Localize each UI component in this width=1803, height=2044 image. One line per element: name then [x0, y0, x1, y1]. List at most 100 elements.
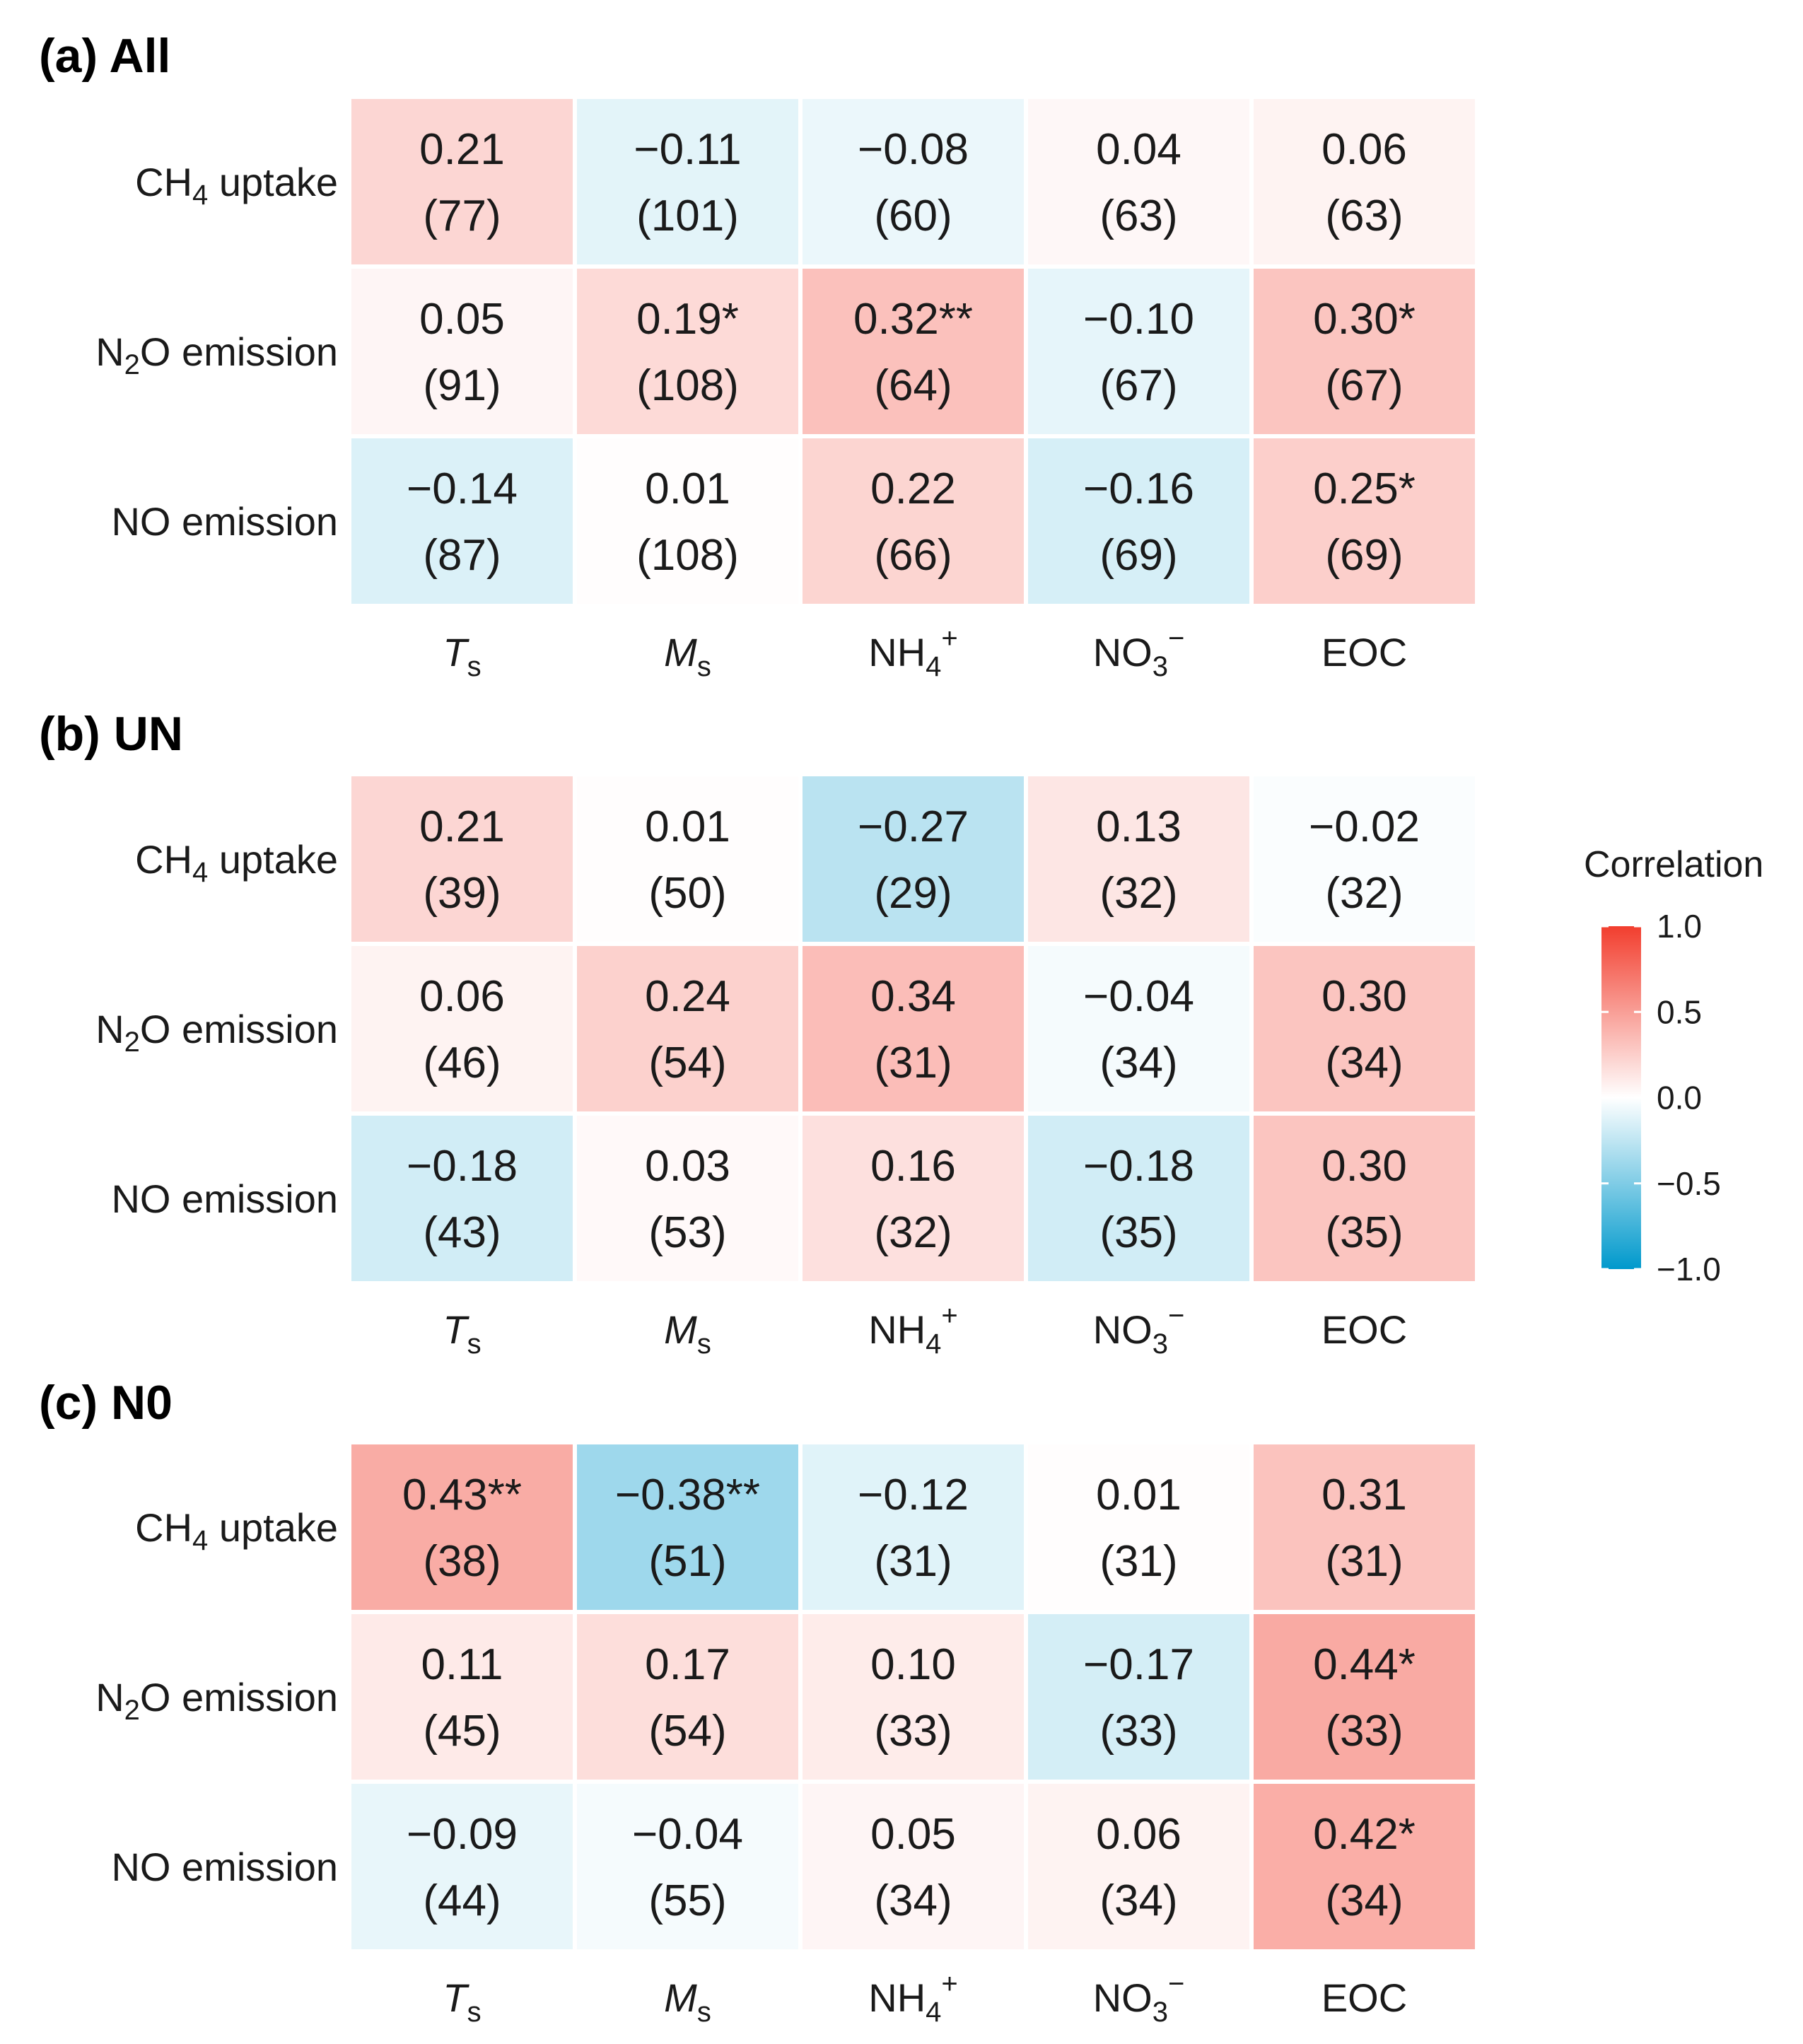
col-label-4: NO3−: [1093, 1300, 1185, 1360]
heatmap-cell: [577, 1784, 798, 1949]
heatmap-cell: [1254, 269, 1475, 434]
cell-value-label: 0.05: [419, 295, 505, 344]
cell-n-label: (55): [648, 1876, 726, 1925]
heatmap-cell: [1254, 1784, 1475, 1949]
cell-value-label: −0.02: [1309, 802, 1420, 851]
heatmap-cell: [577, 776, 798, 942]
cell-n-label: (34): [1099, 1876, 1177, 1925]
heatmap-cell: [351, 1784, 573, 1949]
cell-n-label: (66): [874, 531, 952, 580]
heatmap-cell: [351, 99, 573, 264]
legend-title: Correlation: [1584, 844, 1763, 885]
heatmap-cell: [803, 438, 1024, 604]
col-label-1: Ts: [443, 1307, 481, 1360]
cell-value-label: −0.08: [858, 125, 969, 174]
panel-title: (a) All: [39, 29, 170, 83]
cell-n-label: (39): [423, 869, 501, 918]
cell-value-label: −0.04: [632, 1810, 743, 1859]
heatmap-cell: [351, 946, 573, 1111]
cell-n-label: (51): [648, 1537, 726, 1586]
cell-n-label: (50): [648, 869, 726, 918]
heatmap-cell: [803, 776, 1024, 942]
col-label-2: Ms: [664, 1307, 711, 1360]
heatmap-cell: [577, 438, 798, 604]
heatmap-cell: [351, 1614, 573, 1780]
heatmap-cell: [803, 269, 1024, 434]
cell-n-label: (34): [874, 1876, 952, 1925]
heatmap-cell: [577, 1444, 798, 1610]
cell-n-label: (87): [423, 531, 501, 580]
heatmap-cell: [1254, 1116, 1475, 1281]
cell-value-label: 0.13: [1096, 802, 1181, 851]
cell-n-label: (101): [636, 192, 739, 240]
col-label-3: NH4+: [868, 623, 958, 682]
cell-value-label: 0.19*: [636, 295, 739, 344]
heatmap-cell: [1254, 438, 1475, 604]
cell-n-label: (31): [874, 1537, 952, 1586]
cell-n-label: (31): [874, 1039, 952, 1087]
cell-n-label: (63): [1325, 192, 1403, 240]
heatmap-cell: [803, 1784, 1024, 1949]
cell-value-label: 0.25*: [1313, 465, 1416, 513]
col-label-1: Ts: [443, 630, 481, 682]
cell-value-label: 0.24: [645, 972, 730, 1021]
heatmap-cell: [1254, 1444, 1475, 1610]
cell-n-label: (108): [636, 531, 739, 580]
cell-n-label: (34): [1099, 1039, 1177, 1087]
row-label-3: NO emission: [111, 499, 338, 544]
cell-n-label: (31): [1325, 1537, 1403, 1586]
legend-tick-label: −1.0: [1657, 1251, 1721, 1287]
panel-2: (b) UN CH4 uptake N2O emission NO emission 0…: [39, 707, 1475, 1360]
cell-value-label: −0.11: [634, 125, 741, 174]
cell-n-label: (32): [1099, 869, 1177, 918]
cell-n-label: (46): [423, 1039, 501, 1087]
heatmap-cell: [803, 1444, 1024, 1610]
cell-value-label: 0.06: [1321, 125, 1407, 174]
cell-n-label: (38): [423, 1537, 501, 1586]
col-label-4: NO3−: [1093, 623, 1185, 682]
col-label-3: NH4+: [868, 1300, 958, 1360]
cell-value-label: 0.11: [421, 1640, 503, 1689]
cell-value-label: 0.01: [645, 465, 730, 513]
heatmap-cell: [803, 1614, 1024, 1780]
heatmap-cell: [1028, 1614, 1249, 1780]
cell-value-label: 0.01: [1096, 1471, 1181, 1519]
cell-value-label: −0.04: [1083, 972, 1194, 1021]
col-label-3: NH4+: [868, 1968, 958, 2028]
panel-title: (b) UN: [39, 707, 183, 761]
cell-value-label: 0.42*: [1313, 1810, 1416, 1859]
col-label-5: EOC: [1321, 1975, 1407, 2020]
legend-tick-label: 0.0: [1657, 1080, 1702, 1116]
heatmap-cell: [577, 269, 798, 434]
heatmap-cell: [351, 776, 573, 942]
row-label-1: CH4 uptake: [135, 837, 338, 888]
cell-value-label: −0.18: [407, 1142, 518, 1191]
heatmap-cell: [1254, 1614, 1475, 1780]
heatmap-cell: [803, 99, 1024, 264]
cell-n-label: (63): [1099, 192, 1177, 240]
cell-n-label: (29): [874, 869, 952, 918]
heatmap-cell: [577, 1116, 798, 1281]
cell-n-label: (33): [1325, 1707, 1403, 1756]
heatmap-cell: [1028, 946, 1249, 1111]
cell-value-label: 0.34: [870, 972, 956, 1021]
cell-n-label: (32): [1325, 869, 1403, 918]
cell-value-label: −0.27: [858, 802, 969, 851]
cell-value-label: −0.09: [407, 1810, 518, 1859]
cell-value-label: −0.17: [1083, 1640, 1194, 1689]
col-label-1: Ts: [443, 1975, 481, 2028]
row-label-3: NO emission: [111, 1176, 338, 1221]
cell-value-label: 0.32**: [853, 295, 973, 344]
col-label-4: NO3−: [1093, 1968, 1185, 2028]
cell-value-label: 0.16: [870, 1142, 956, 1191]
cell-n-label: (45): [423, 1707, 501, 1756]
cell-n-label: (34): [1325, 1876, 1403, 1925]
heatmap-cell: [803, 1116, 1024, 1281]
cell-n-label: (69): [1099, 531, 1177, 580]
cell-value-label: 0.30: [1321, 1142, 1407, 1191]
legend-tick-label: −0.5: [1657, 1165, 1721, 1202]
cell-n-label: (69): [1325, 531, 1403, 580]
cell-value-label: −0.10: [1083, 295, 1194, 344]
cell-n-label: (67): [1099, 361, 1177, 410]
cell-value-label: −0.12: [858, 1471, 969, 1519]
